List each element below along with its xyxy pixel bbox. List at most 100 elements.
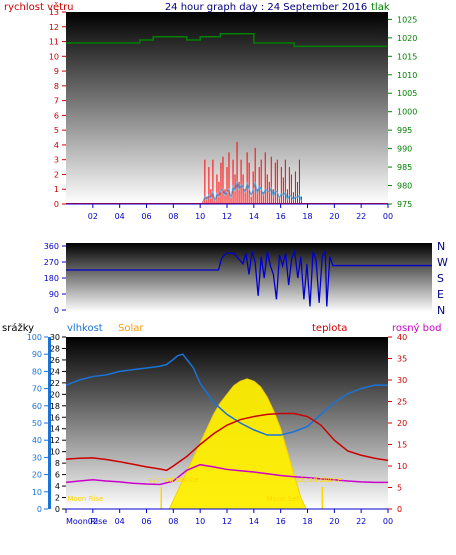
wind-tick-label: 1: [54, 185, 59, 194]
moonset-label: Moon Set: [267, 495, 300, 503]
wind-tick-label: 12: [49, 23, 59, 32]
wind-tick-label: 2: [54, 170, 59, 179]
pressure-tick-label: 975: [397, 200, 412, 209]
solar-tick-label: 4: [55, 482, 60, 491]
pressure-line: [66, 33, 388, 48]
rain-tick-label: 60: [32, 402, 42, 411]
temperature-tick-label: 5: [397, 484, 402, 493]
time-tick-label: 16: [276, 212, 286, 221]
direction-panel: [66, 243, 432, 312]
time-tick-label: 18: [302, 517, 312, 526]
time-tick-label: 20: [329, 212, 339, 221]
pressure-tick-label: 1015: [397, 52, 417, 61]
time-tick-label: 02: [88, 212, 98, 221]
time-tick-label: 00: [383, 212, 393, 221]
wind-tick-label: 4: [54, 141, 59, 150]
rain-tick-label: 0: [37, 505, 42, 514]
rain-tick-label: 40: [32, 436, 42, 445]
wind-tick-label: 11: [49, 38, 59, 47]
time-tick-label: 14: [249, 212, 259, 221]
time-tick-label: 06: [141, 517, 151, 526]
time-tick-label: 04: [115, 517, 125, 526]
compass-label: N: [437, 304, 445, 317]
wind-tick-label: 9: [54, 67, 59, 76]
solar-axis-title: Solar: [118, 323, 144, 334]
pressure-tick-label: 1025: [397, 15, 417, 24]
pressure-tick-label: 990: [397, 145, 412, 154]
wind-axis-title: rychlost větru: [4, 1, 74, 13]
solar-tick-label: 30: [50, 333, 60, 342]
rain-tick-label: 20: [32, 471, 42, 480]
solar-tick-label: 8: [55, 459, 60, 468]
wind-tick-label: 13: [49, 8, 59, 17]
pressure-tick-label: 1020: [397, 34, 417, 43]
rain-tick-label: 100: [27, 333, 42, 342]
time-tick-label: 08: [168, 212, 178, 221]
rain-tick-label: 80: [32, 367, 42, 376]
compass-label: N: [437, 240, 445, 253]
time-tick-label: 18: [302, 212, 312, 221]
direction-tick-label: 360: [44, 242, 59, 251]
rain-axis-bar: [48, 337, 51, 509]
time-tick-label: 14: [249, 517, 259, 526]
wind-average-line: [202, 181, 302, 203]
time-tick-label: Moon Rise: [66, 517, 107, 526]
solar-tick-label: 2: [55, 494, 60, 503]
direction-tick-label: 270: [44, 258, 59, 267]
solar-tick-label: 22: [50, 379, 60, 388]
rain-tick-label: 90: [32, 350, 42, 359]
dewpoint-line: [65, 463, 388, 486]
solar-tick-label: 10: [50, 448, 60, 457]
time-tick-label: 04: [115, 212, 125, 221]
pressure-tick-label: 995: [397, 126, 412, 135]
wind-tick-label: 10: [49, 52, 59, 61]
time-tick-label: 12: [222, 517, 232, 526]
sunrise-label: východ slunce: [148, 476, 198, 484]
pressure-tick-label: 985: [397, 163, 412, 172]
pressure-tick-label: 1005: [397, 89, 417, 98]
time-tick-label: 22: [356, 212, 366, 221]
compass-label: W: [437, 256, 448, 269]
compass-label: E: [437, 288, 444, 301]
temperature-tick-label: 35: [397, 355, 407, 364]
solar-tick-label: 26: [50, 356, 60, 365]
pressure-tick-label: 1010: [397, 71, 417, 80]
wind-tick-label: 7: [54, 97, 59, 106]
temperature-tick-label: 20: [397, 419, 407, 428]
time-tick-label: 16: [276, 517, 286, 526]
solar-tick-label: 12: [50, 436, 60, 445]
sunset-label: západ slunce: [296, 476, 342, 484]
wind-tick-label: 6: [54, 111, 59, 120]
solar-tick-label: 28: [50, 344, 60, 353]
time-tick-label: 08: [168, 517, 178, 526]
solar-tick-label: 6: [55, 471, 60, 480]
solar-tick-label: 16: [50, 413, 60, 422]
temperature-tick-label: 0: [397, 505, 402, 514]
solar-tick-label: 24: [50, 367, 60, 376]
chart-title: 24 hour graph day : 24 September 2016: [165, 2, 367, 13]
time-tick-label: 00: [383, 517, 393, 526]
wind-tick-label: 0: [54, 200, 59, 209]
dewpoint-axis-title: rosný bod: [392, 322, 441, 334]
temperature-tick-label: 10: [397, 462, 407, 471]
time-tick-label: 06: [141, 212, 151, 221]
solar-area: [168, 378, 307, 510]
time-tick-label: 20: [329, 517, 339, 526]
temperature-tick-label: 15: [397, 441, 407, 450]
wind-tick-label: 8: [54, 82, 59, 91]
time-tick-label: 02: [88, 517, 98, 526]
wind-direction-line: [66, 248, 432, 307]
direction-tick-label: 180: [44, 274, 59, 283]
solar-tick-label: 18: [50, 402, 60, 411]
time-tick-label: 10: [195, 212, 205, 221]
time-tick-label: 22: [356, 517, 366, 526]
solar-tick-label: 14: [50, 425, 60, 434]
temperature-axis-title: teplota: [312, 323, 347, 334]
compass-label: S: [437, 272, 444, 285]
solar-tick-label: 20: [50, 390, 60, 399]
pressure-tick-label: 1000: [397, 108, 417, 117]
temperature-tick-label: 40: [397, 333, 407, 342]
rain-axis-title: srážky: [2, 322, 34, 334]
wind-tick-label: 3: [54, 156, 59, 165]
